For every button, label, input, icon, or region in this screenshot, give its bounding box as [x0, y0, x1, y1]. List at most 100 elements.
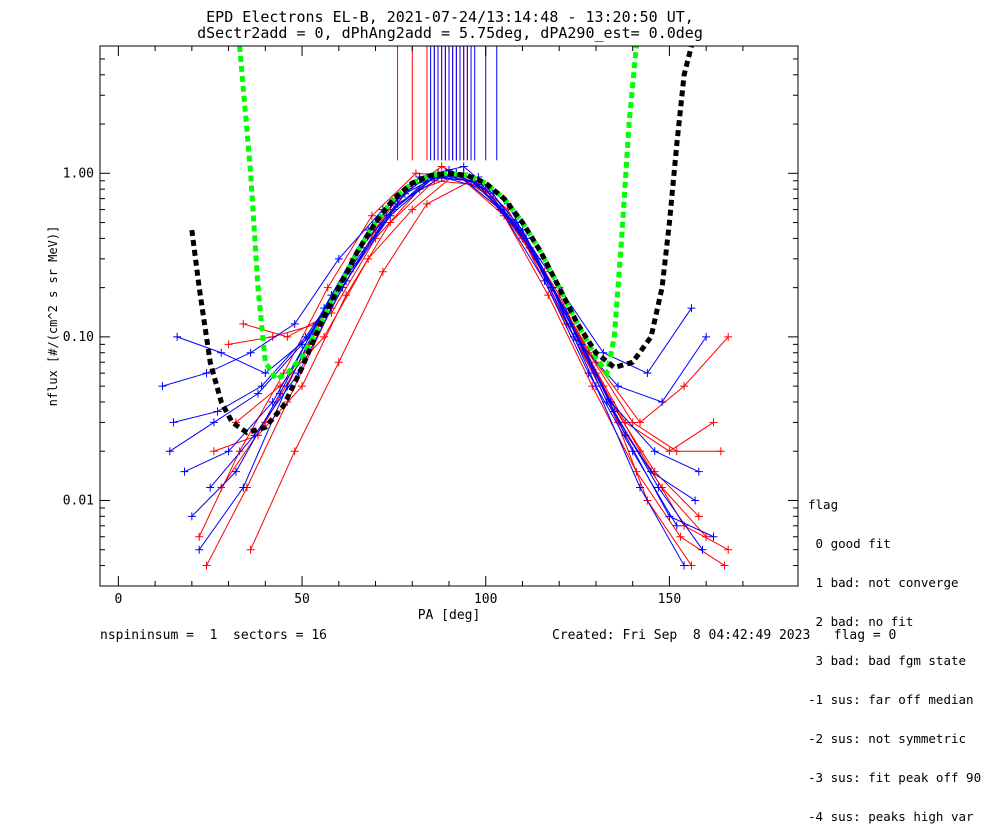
data-series-line — [250, 180, 692, 566]
x-tick-label: 100 — [474, 592, 497, 607]
plot-clipped-group — [158, 46, 733, 570]
data-point-marker — [672, 521, 681, 530]
data-point-marker — [224, 447, 233, 456]
data-point-marker — [290, 319, 299, 328]
data-point-marker — [202, 561, 211, 570]
legend-item: 2 bad: no fit — [808, 614, 914, 629]
fit-curve-green — [237, 46, 639, 383]
data-point-marker — [239, 319, 248, 328]
data-point-marker — [261, 369, 270, 378]
data-point-marker — [378, 267, 387, 276]
data-point-marker — [691, 496, 700, 505]
legend-item: 3 bad: bad fgm state — [808, 653, 967, 668]
data-point-marker — [217, 348, 226, 357]
flag-legend: flag 0 good fit 1 bad: not converge 2 ba… — [808, 472, 981, 836]
data-point-marker — [320, 332, 329, 341]
data-point-marker — [702, 332, 711, 341]
data-point-marker — [665, 447, 674, 456]
data-point-marker — [628, 418, 637, 427]
x-axis-label: PA [deg] — [418, 608, 481, 623]
data-point-marker — [680, 382, 689, 391]
data-point-marker — [724, 545, 733, 554]
data-point-marker — [209, 447, 218, 456]
data-point-marker — [694, 467, 703, 476]
data-point-marker — [367, 211, 376, 220]
data-point-marker — [327, 308, 336, 317]
data-point-marker — [636, 418, 645, 427]
data-series-line — [184, 169, 714, 538]
data-point-marker — [298, 382, 307, 391]
chart-svg: 0 50 100 150 0.01 0.10 1.00 PA [deg] nflux [#/… — [46, 45, 799, 623]
fit-curve-black — [189, 46, 694, 436]
data-point-marker — [599, 348, 608, 357]
data-point-marker — [680, 561, 689, 570]
data-point-marker — [239, 483, 248, 492]
data-point-marker — [246, 545, 255, 554]
data-point-marker — [702, 532, 711, 541]
data-point-marker — [411, 169, 420, 178]
x-tick-label: 150 — [658, 592, 681, 607]
data-point-marker — [676, 532, 685, 541]
data-point-marker — [562, 308, 571, 317]
data-series-line — [209, 176, 696, 501]
data-point-marker — [606, 397, 615, 406]
data-series-line — [198, 172, 725, 566]
data-point-marker — [364, 254, 373, 263]
data-point-marker — [716, 447, 725, 456]
data-point-marker — [217, 483, 226, 492]
data-point-marker — [709, 418, 718, 427]
data-point-marker — [165, 447, 174, 456]
data-point-marker — [647, 467, 656, 476]
data-point-marker — [724, 332, 733, 341]
data-point-marker — [158, 382, 167, 391]
data-point-marker — [687, 561, 696, 570]
data-point-marker — [437, 162, 446, 171]
data-series-line — [243, 172, 729, 424]
data-point-marker — [253, 389, 262, 398]
data-point-marker — [694, 512, 703, 521]
data-point-marker — [687, 304, 696, 313]
data-point-marker — [195, 545, 204, 554]
data-point-marker — [459, 162, 468, 171]
y-axis-label: nflux [#/(cm^2 s sr MeV)] — [46, 226, 60, 407]
data-point-marker — [202, 369, 211, 378]
data-point-marker — [187, 512, 196, 521]
data-point-marker — [283, 332, 292, 341]
data-point-marker — [213, 407, 222, 416]
data-point-marker — [636, 483, 645, 492]
data-point-marker — [628, 447, 637, 456]
data-point-marker — [195, 532, 204, 541]
y-tick-label: 0.10 — [63, 330, 94, 345]
data-point-marker — [643, 369, 652, 378]
data-point-marker — [334, 358, 343, 367]
data-point-marker — [209, 418, 218, 427]
data-point-marker — [658, 397, 667, 406]
data-point-marker — [672, 447, 681, 456]
data-point-marker — [650, 447, 659, 456]
data-point-marker — [654, 483, 663, 492]
data-point-marker — [323, 283, 332, 292]
data-point-marker — [169, 418, 178, 427]
data-point-marker — [180, 467, 189, 476]
data-point-marker — [720, 561, 729, 570]
x-tick-label: 50 — [294, 592, 310, 607]
data-point-marker — [290, 447, 299, 456]
data-point-marker — [231, 467, 240, 476]
data-point-marker — [613, 382, 622, 391]
data-point-marker — [591, 382, 600, 391]
data-series-line — [235, 172, 721, 452]
x-tick-label: 0 — [114, 592, 122, 607]
legend-item: 1 bad: not converge — [808, 575, 959, 590]
chart-title-line-1: EPD Electrons EL-B, 2021-07-24/13:14:48 … — [206, 8, 694, 26]
data-point-marker — [386, 211, 395, 220]
legend-item: -1 sus: far off median — [808, 692, 974, 707]
footer-spin-info: nspininsum = 1 sectors = 16 — [100, 628, 327, 643]
data-point-marker — [709, 532, 718, 541]
legend-item: -3 sus: fit peak off 90 — [808, 770, 982, 785]
data-point-marker — [276, 389, 285, 398]
data-point-marker — [698, 545, 707, 554]
data-series-line — [220, 165, 707, 538]
data-point-marker — [235, 447, 244, 456]
axes: 0 50 100 150 0.01 0.10 1.00 — [63, 45, 798, 607]
data-point-marker — [422, 199, 431, 208]
